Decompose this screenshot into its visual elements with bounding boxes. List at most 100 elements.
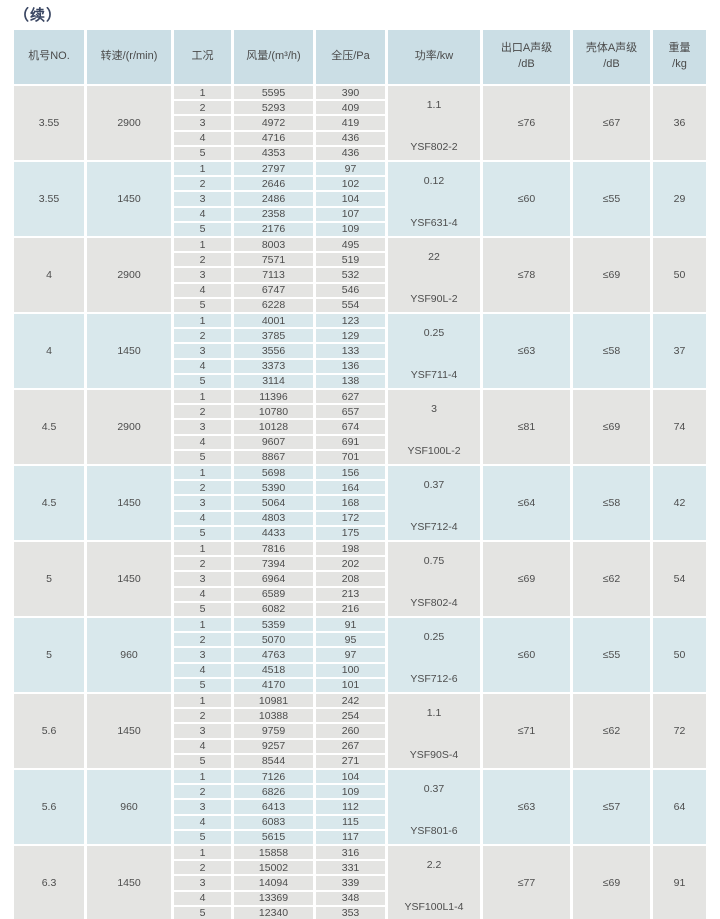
airflow-cell: 4001 bbox=[234, 314, 313, 328]
condition-cell: 2 bbox=[174, 329, 231, 343]
pressure-cell: 156 bbox=[316, 466, 385, 480]
machine-no-cell: 3.55 bbox=[14, 162, 84, 236]
header-machine-no: 机号NO. bbox=[14, 30, 84, 84]
machine-no-cell: 5 bbox=[14, 618, 84, 692]
airflow-cell: 6589 bbox=[234, 587, 313, 601]
outlet-noise-cell: ≤63 bbox=[483, 314, 570, 388]
airflow-cell: 7394 bbox=[234, 557, 313, 571]
header-power: 功率/kw bbox=[388, 30, 480, 84]
pressure-cell: 260 bbox=[316, 724, 385, 738]
pressure-cell: 109 bbox=[316, 222, 385, 236]
weight-cell: 36 bbox=[653, 86, 706, 160]
motor-model: YSF631-4 bbox=[410, 217, 458, 229]
power-cell: 0.75 YSF802-4 bbox=[388, 542, 480, 616]
airflow-cell: 10388 bbox=[234, 709, 313, 723]
header-outlet-noise: 出口A声级 /dB bbox=[483, 30, 570, 84]
header-label: 功率/kw bbox=[414, 50, 454, 63]
outlet-noise-cell: ≤69 bbox=[483, 542, 570, 616]
header-work-condition: 工况 bbox=[174, 30, 231, 84]
pressure-cell: 133 bbox=[316, 344, 385, 358]
motor-model: YSF802-4 bbox=[410, 597, 458, 609]
pressure-cell: 102 bbox=[316, 177, 385, 191]
power-cell: 0.37 YSF801-6 bbox=[388, 770, 480, 844]
pressure-column: 242 254 260 267 271 bbox=[316, 694, 385, 768]
power-cell: 0.12 YSF631-4 bbox=[388, 162, 480, 236]
pressure-cell: 164 bbox=[316, 481, 385, 495]
condition-cell: 4 bbox=[174, 131, 231, 145]
machine-no-cell: 5 bbox=[14, 542, 84, 616]
machine-no-cell: 5.6 bbox=[14, 694, 84, 768]
power-cell: 1.1 YSF802-2 bbox=[388, 86, 480, 160]
weight-cell: 64 bbox=[653, 770, 706, 844]
pressure-cell: 129 bbox=[316, 329, 385, 343]
airflow-cell: 5293 bbox=[234, 101, 313, 115]
airflow-cell: 6747 bbox=[234, 283, 313, 297]
airflow-cell: 11396 bbox=[234, 390, 313, 404]
airflow-cell: 3556 bbox=[234, 344, 313, 358]
condition-cell: 4 bbox=[174, 283, 231, 297]
airflow-column: 15858 15002 14094 13369 12340 bbox=[234, 846, 313, 919]
casing-noise-cell: ≤62 bbox=[573, 542, 650, 616]
airflow-column: 7126 6826 6413 6083 5615 bbox=[234, 770, 313, 844]
condition-cell: 4 bbox=[174, 435, 231, 449]
condition-cell: 5 bbox=[174, 754, 231, 768]
header-label: 出口A声级 bbox=[500, 42, 553, 55]
airflow-cell: 3785 bbox=[234, 329, 313, 343]
pressure-cell: 546 bbox=[316, 283, 385, 297]
speed-cell: 1450 bbox=[87, 466, 171, 540]
pressure-column: 91 95 97 100 101 bbox=[316, 618, 385, 692]
machine-no-cell: 4.5 bbox=[14, 466, 84, 540]
header-label: /dB bbox=[518, 58, 535, 70]
pressure-cell: 419 bbox=[316, 116, 385, 130]
weight-cell: 74 bbox=[653, 390, 706, 464]
header-label: 重量 bbox=[668, 42, 691, 55]
pressure-cell: 390 bbox=[316, 86, 385, 100]
outlet-noise-cell: ≤63 bbox=[483, 770, 570, 844]
condition-cell: 4 bbox=[174, 359, 231, 373]
airflow-cell: 15858 bbox=[234, 846, 313, 860]
airflow-cell: 4433 bbox=[234, 526, 313, 540]
airflow-cell: 6082 bbox=[234, 602, 313, 616]
header-label: 壳体A声级 bbox=[585, 42, 638, 55]
airflow-column: 8003 7571 7113 6747 6228 bbox=[234, 238, 313, 312]
outlet-noise-cell: ≤60 bbox=[483, 162, 570, 236]
header-label: /kg bbox=[672, 58, 687, 70]
airflow-cell: 13369 bbox=[234, 891, 313, 905]
power-value: 1.1 bbox=[426, 99, 442, 111]
outlet-noise-cell: ≤77 bbox=[483, 846, 570, 919]
pressure-column: 156 164 168 172 175 bbox=[316, 466, 385, 540]
pressure-cell: 138 bbox=[316, 374, 385, 388]
pressure-column: 97 102 104 107 109 bbox=[316, 162, 385, 236]
motor-model: YSF802-2 bbox=[410, 141, 458, 153]
outlet-noise-cell: ≤78 bbox=[483, 238, 570, 312]
airflow-column: 5595 5293 4972 4716 4353 bbox=[234, 86, 313, 160]
condition-cell: 4 bbox=[174, 511, 231, 525]
pressure-cell: 112 bbox=[316, 800, 385, 814]
speed-cell: 960 bbox=[87, 618, 171, 692]
condition-cell: 1 bbox=[174, 694, 231, 708]
airflow-cell: 4716 bbox=[234, 131, 313, 145]
power-value: 0.12 bbox=[423, 175, 445, 187]
condition-cell: 3 bbox=[174, 420, 231, 434]
pressure-cell: 674 bbox=[316, 420, 385, 434]
airflow-cell: 4170 bbox=[234, 678, 313, 692]
outlet-noise-cell: ≤71 bbox=[483, 694, 570, 768]
pressure-cell: 202 bbox=[316, 557, 385, 571]
airflow-cell: 4518 bbox=[234, 663, 313, 677]
pressure-cell: 213 bbox=[316, 587, 385, 601]
header-label: 转速/(r/min) bbox=[100, 50, 158, 63]
pressure-column: 495 519 532 546 554 bbox=[316, 238, 385, 312]
casing-noise-cell: ≤58 bbox=[573, 314, 650, 388]
casing-noise-cell: ≤69 bbox=[573, 846, 650, 919]
pressure-column: 104 109 112 115 117 bbox=[316, 770, 385, 844]
airflow-column: 5698 5390 5064 4803 4433 bbox=[234, 466, 313, 540]
pressure-cell: 436 bbox=[316, 131, 385, 145]
